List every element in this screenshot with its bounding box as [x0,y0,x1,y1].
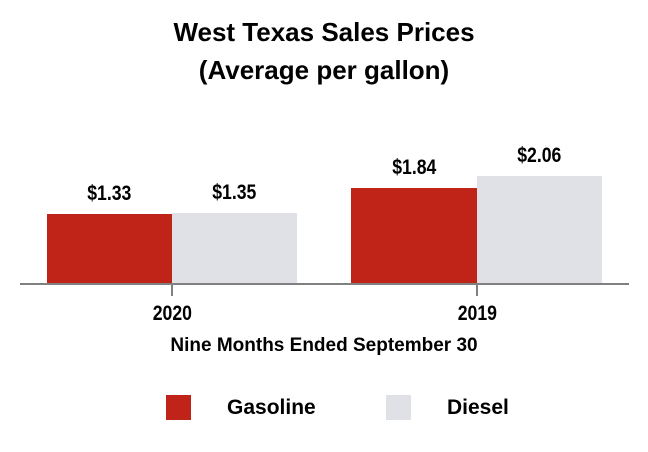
legend-swatch-gasoline [166,395,191,420]
legend-label-gasoline: Gasoline [227,396,316,419]
bar-diesel-2019 [477,176,602,283]
category-label-2019: 2019 [457,302,497,325]
legend-swatch-diesel [386,395,411,420]
value-label-gasoline-2019: $1.84 [391,156,437,179]
bar-gasoline-2020 [47,214,172,283]
x-axis-tick-2020 [171,285,173,296]
chart-title-line1: West Texas Sales Prices [173,17,475,47]
x-axis-tick-2019 [476,285,478,296]
bar-gasoline-2019 [351,188,477,283]
x-axis-line [20,283,629,285]
value-label-diesel-2020: $1.35 [212,181,257,204]
value-label-gasoline-2020: $1.33 [87,182,132,205]
category-label-2020: 2020 [152,302,192,325]
x-axis-title: Nine Months Ended September 30 [170,335,478,356]
chart-title: West Texas Sales Prices (Average per gal… [0,13,648,89]
chart-title-line2: (Average per gallon) [198,55,450,85]
legend-label-diesel: Diesel [447,396,509,419]
bar-diesel-2020 [172,213,297,283]
value-label-diesel-2019: $2.06 [517,144,562,167]
